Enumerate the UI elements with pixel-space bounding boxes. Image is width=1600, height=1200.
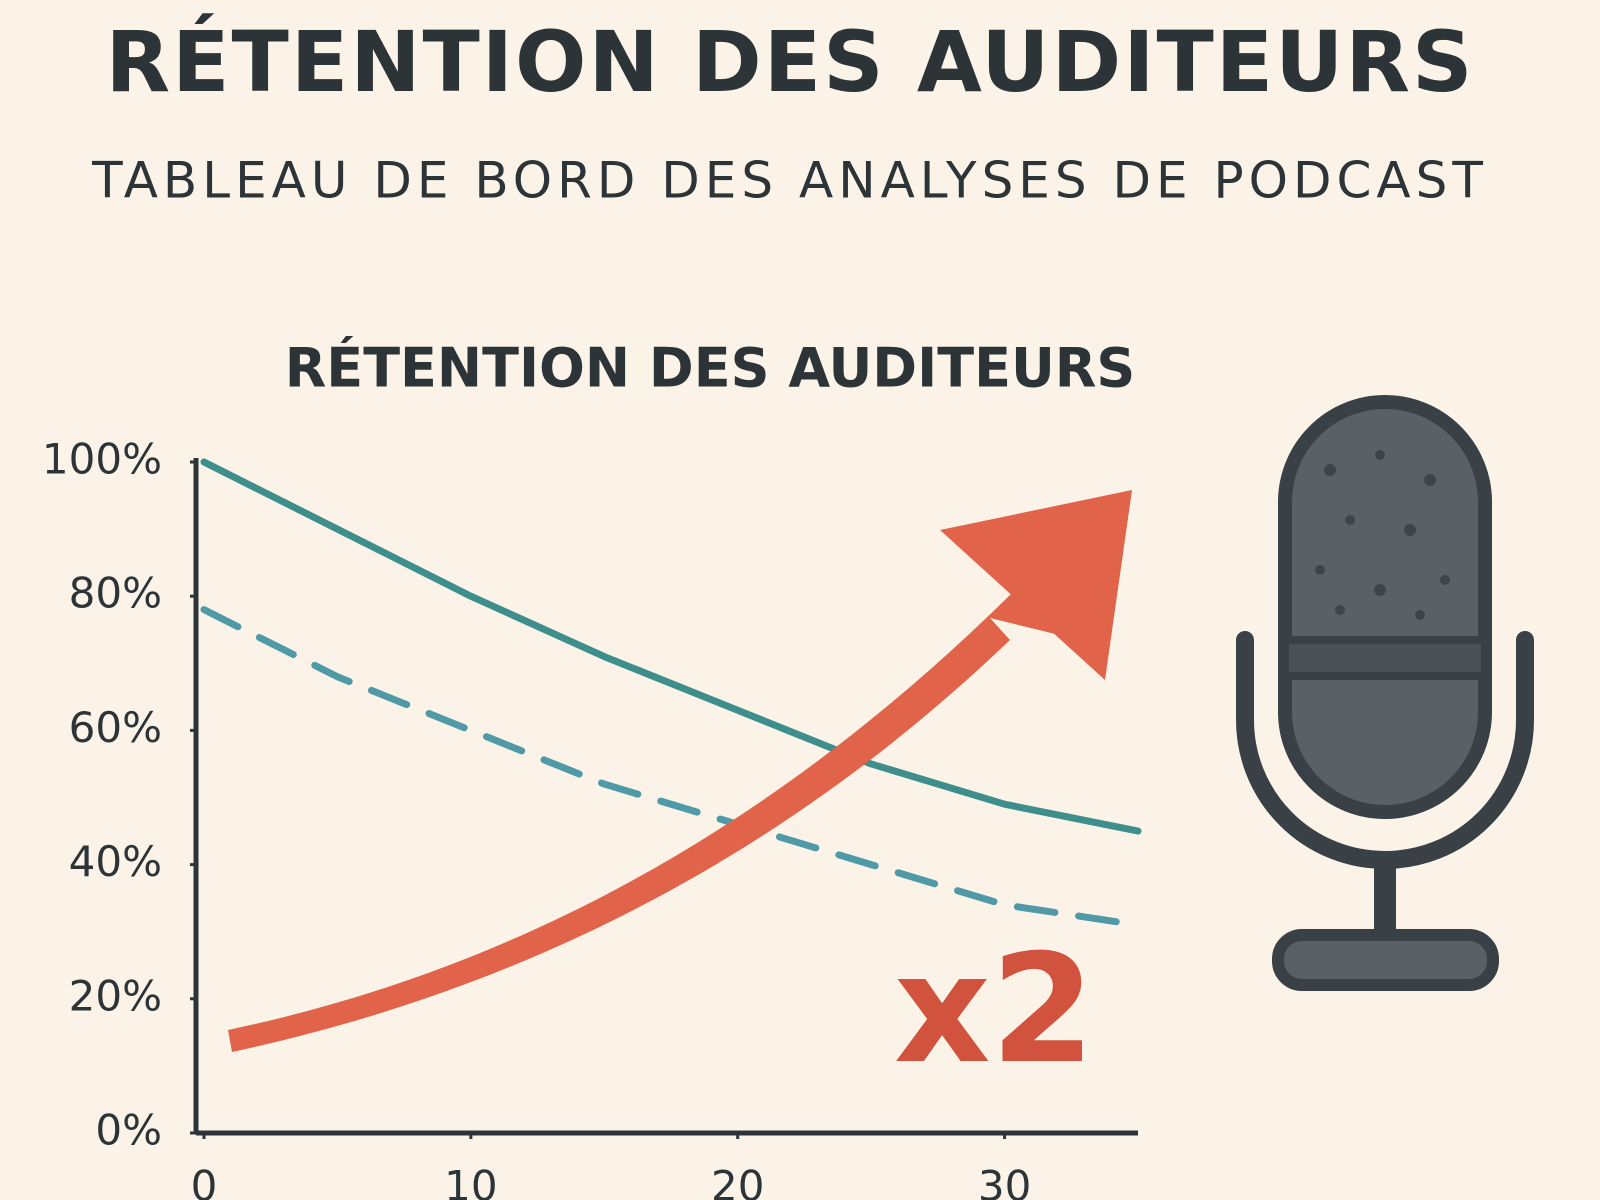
y-tick-label: 80% xyxy=(69,569,162,618)
trend-arrow-head xyxy=(940,490,1132,680)
chart-title: RÉTENTION DES AUDITEURS xyxy=(285,337,1136,400)
y-tick-label: 60% xyxy=(69,703,162,752)
y-tick-label: 0% xyxy=(95,1106,162,1155)
x-tick-label: 20 xyxy=(711,1162,764,1200)
series-line xyxy=(200,458,1142,835)
y-tick-label: 100% xyxy=(42,435,162,484)
series-line xyxy=(200,606,1142,929)
x-tick-label: 30 xyxy=(978,1162,1031,1200)
subtitle: TABLEAU DE BORD DES ANALYSES DE PODCAST xyxy=(91,152,1488,210)
y-tick-label: 40% xyxy=(69,837,162,886)
annotation: x2 xyxy=(894,923,1095,1097)
y-tick-label: 20% xyxy=(69,971,162,1020)
x-tick-label: 0 xyxy=(191,1162,218,1200)
microphone xyxy=(1236,395,1534,991)
title: RÉTENTION DES AUDITEURS xyxy=(105,13,1474,111)
x-tick-label: 10 xyxy=(444,1162,497,1200)
